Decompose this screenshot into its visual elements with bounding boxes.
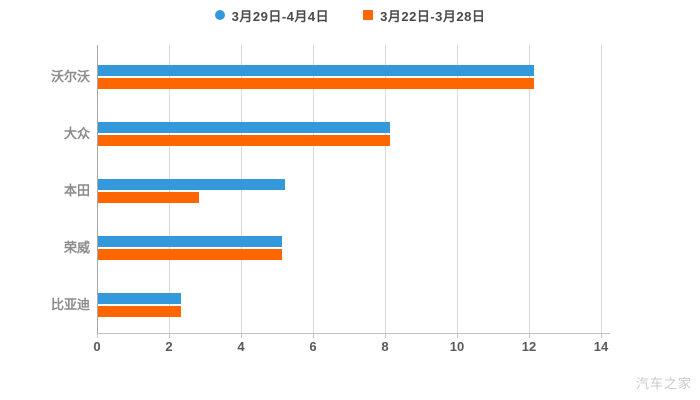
category-label: 比亚迪: [50, 296, 90, 312]
gridline: [529, 45, 530, 333]
category-label: 沃尔沃: [50, 68, 90, 84]
x-tick: [601, 333, 602, 338]
bar: [98, 248, 282, 260]
bar: [98, 134, 390, 146]
legend-item[interactable]: 3月22日-3月28日: [363, 6, 485, 25]
x-tick-label: 4: [237, 339, 245, 354]
legend-marker-square-icon: [363, 10, 374, 20]
watermark: 汽车之家: [635, 376, 692, 391]
legend-marker-circle-icon: [214, 10, 225, 20]
legend-item-label: 3月29日-4月4日: [231, 8, 330, 24]
category-label: 大众: [63, 125, 90, 141]
bar: [98, 178, 286, 190]
x-tick-label: 14: [593, 339, 609, 354]
x-tick: [169, 333, 170, 338]
category-label: 荣威: [63, 239, 90, 255]
bar: [98, 121, 390, 133]
x-tick-label: 12: [521, 339, 537, 354]
bar: [98, 64, 534, 76]
x-tick: [241, 333, 242, 338]
x-tick-label: 8: [381, 339, 389, 354]
x-tick: [457, 333, 458, 338]
bar: [98, 191, 199, 203]
x-tick-label: 10: [449, 339, 465, 354]
y-axis-line: [97, 45, 98, 333]
legend-item[interactable]: 3月29日-4月4日: [214, 6, 330, 25]
x-tick: [313, 333, 314, 338]
x-tick-label: 2: [165, 339, 173, 354]
x-tick-label: 6: [309, 339, 317, 354]
category-label: 本田: [63, 182, 90, 198]
bar: [98, 235, 282, 247]
bar: [98, 292, 181, 304]
x-tick: [385, 333, 386, 338]
bar: [98, 305, 181, 317]
x-axis-line: [97, 333, 610, 334]
x-tick: [529, 333, 530, 338]
bar: [98, 77, 534, 89]
x-tick: [97, 333, 98, 338]
x-tick-label: 0: [93, 339, 101, 354]
legend: 3月29日-4月4日 3月22日-3月28日: [0, 4, 700, 26]
gridline: [385, 45, 386, 333]
gridline: [313, 45, 314, 333]
gridline: [457, 45, 458, 333]
gridline: [601, 45, 602, 333]
legend-item-label: 3月22日-3月28日: [380, 8, 486, 24]
